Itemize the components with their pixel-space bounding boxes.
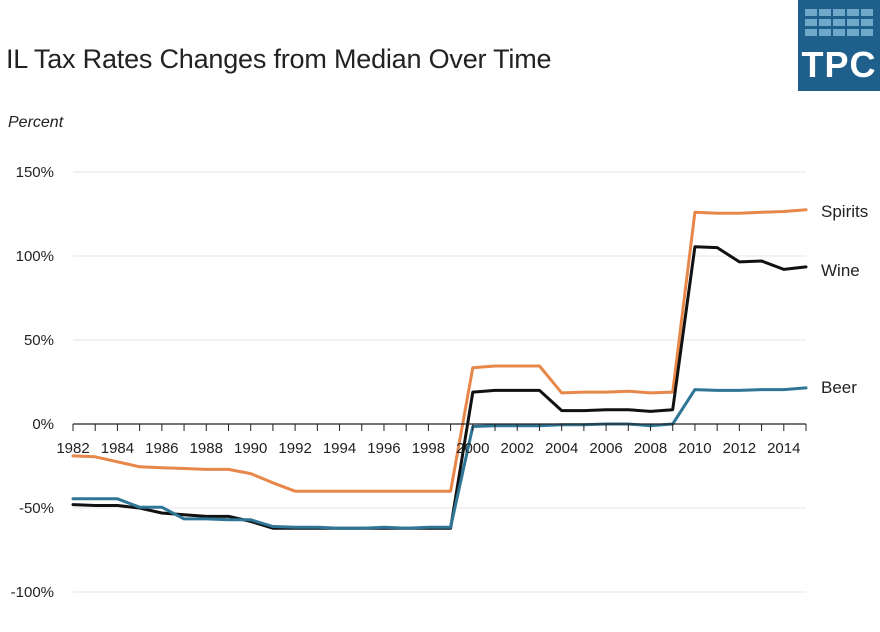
series-labels: Spirits Wine Beer: [821, 202, 868, 397]
y-axis-ticks: -100% -50% 0% 50% 100% 150%: [11, 164, 54, 601]
logo-cell: [819, 29, 831, 36]
logo-cell: [805, 9, 817, 16]
y-tick-label: 50%: [24, 332, 54, 349]
x-tick-label: 1984: [101, 440, 134, 457]
logo-cell: [847, 19, 859, 26]
series-line-spirits: [71, 208, 808, 493]
x-tick-label: 1986: [145, 440, 178, 457]
x-tick-label: 2014: [767, 440, 800, 457]
logo-text: TPC: [801, 44, 877, 85]
x-tick-label: 2004: [545, 440, 578, 457]
series-label-beer: Beer: [821, 378, 857, 397]
x-tick-label: 1998: [412, 440, 445, 457]
logo-cell: [861, 29, 873, 36]
y-tick-label: -100%: [11, 584, 54, 601]
logo-cell: [805, 19, 817, 26]
x-tick-label: 1992: [278, 440, 311, 457]
y-axis-label: Percent: [8, 114, 64, 131]
x-tick-label: 2012: [723, 440, 756, 457]
x-tick-label: 1982: [56, 440, 89, 457]
y-tick-label: 150%: [16, 164, 54, 181]
series-label-wine: Wine: [821, 261, 860, 280]
logo-cell: [847, 29, 859, 36]
logo-cell: [819, 9, 831, 16]
series-line-beer: [71, 386, 808, 530]
x-tick-label: 1996: [367, 440, 400, 457]
logo-cell: [847, 9, 859, 16]
y-tick-label: 0%: [32, 416, 54, 433]
x-tick-label: 1994: [323, 440, 356, 457]
x-tick-label: 2008: [634, 440, 667, 457]
x-tick-label: 2006: [589, 440, 622, 457]
chart-title: IL Tax Rates Changes from Median Over Ti…: [6, 44, 552, 74]
gridlines: [73, 171, 806, 593]
x-tick-label: 2002: [501, 440, 534, 457]
tpc-logo: TPC: [798, 0, 880, 91]
series-line-wine: [71, 245, 808, 530]
y-tick-label: -50%: [19, 500, 54, 517]
series-label-spirits: Spirits: [821, 202, 868, 221]
x-tick-label: 2000: [456, 440, 489, 457]
logo-cell: [861, 9, 873, 16]
y-tick-label: 100%: [16, 248, 54, 265]
x-tick-label: 1990: [234, 440, 267, 457]
x-tick-label: 2010: [678, 440, 711, 457]
x-axis-ticks: 1982 1984 1986 1988 1990 1992 1994 1996 1998 2000…: [56, 424, 807, 457]
x-tick-label: 1988: [190, 440, 223, 457]
logo-cell: [833, 19, 845, 26]
series-lines: [71, 208, 808, 530]
logo-cell: [805, 29, 817, 36]
logo-cell: [861, 19, 873, 26]
logo-cell: [833, 29, 845, 36]
logo-cell: [819, 19, 831, 26]
logo-cell: [833, 9, 845, 16]
